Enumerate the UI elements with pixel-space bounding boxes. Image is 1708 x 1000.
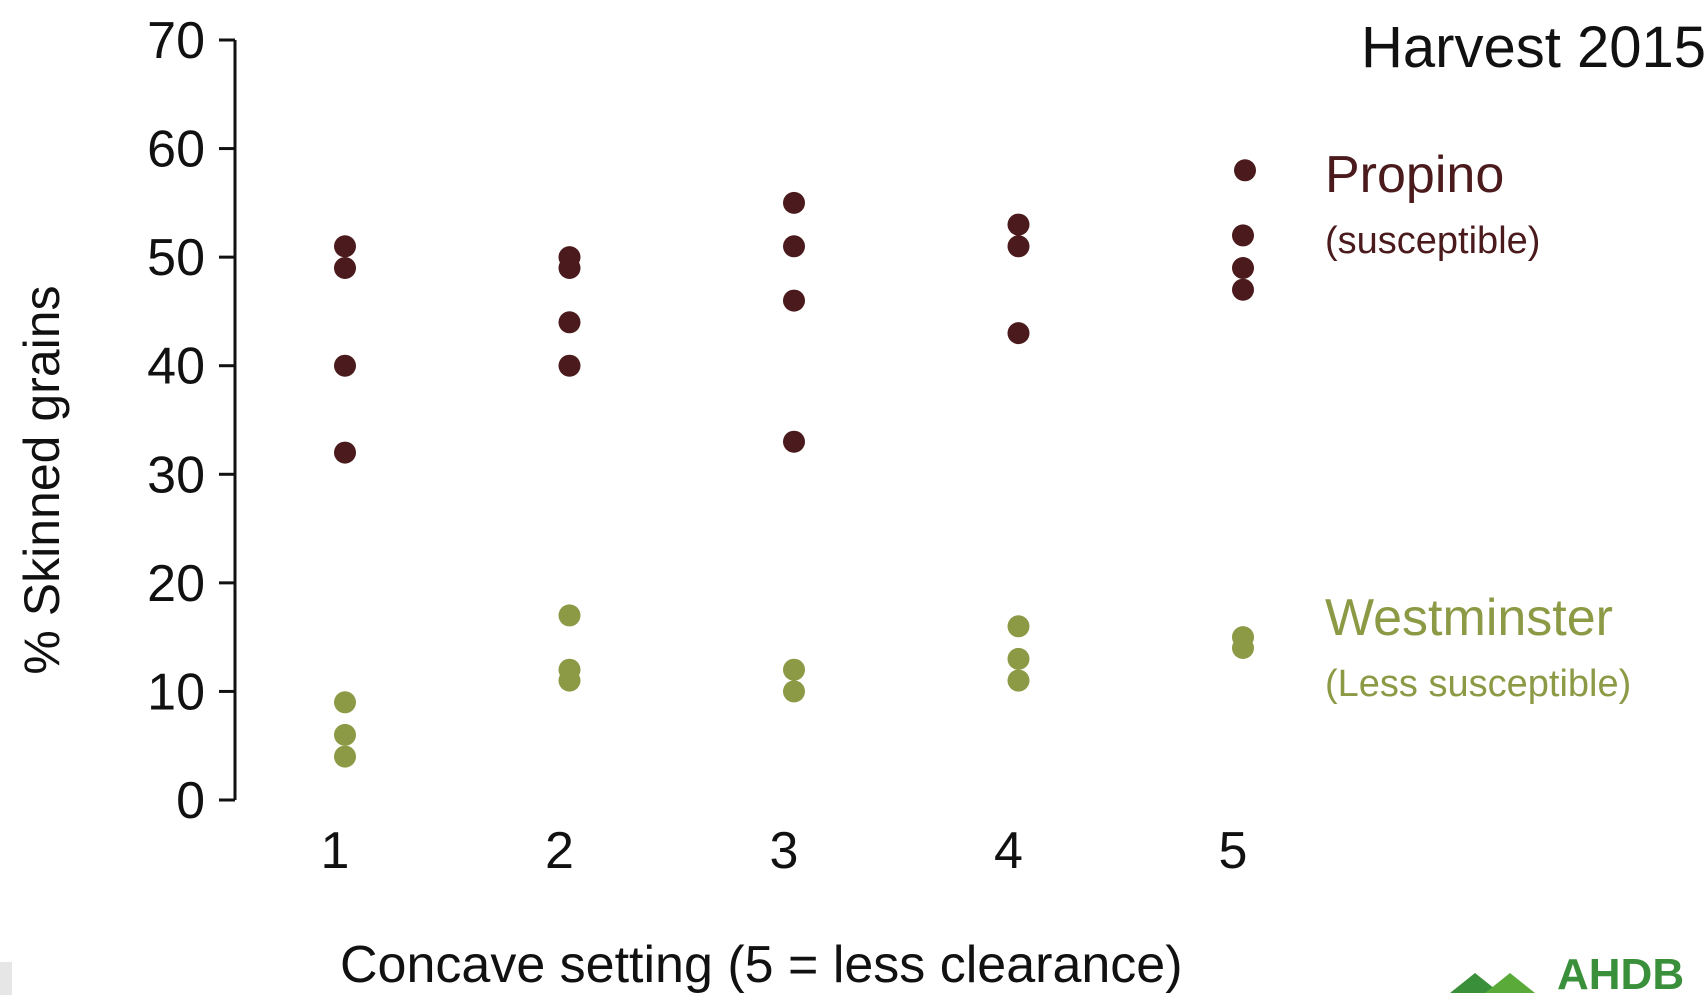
data-point-westminster bbox=[1232, 637, 1254, 659]
data-point-propino bbox=[334, 354, 356, 377]
legend-markers bbox=[1234, 159, 1256, 182]
x-tick-label: 3 bbox=[770, 822, 799, 880]
legend-marker-propino bbox=[1234, 159, 1256, 182]
y-tick-label: 50 bbox=[147, 229, 205, 287]
ahdb-logo-icon bbox=[1450, 973, 1535, 993]
x-tick-label: 5 bbox=[1219, 822, 1248, 880]
data-point-westminster bbox=[334, 723, 356, 746]
data-point-propino bbox=[334, 441, 356, 464]
data-point-westminster bbox=[334, 745, 356, 768]
y-tick-label: 60 bbox=[147, 121, 205, 179]
data-point-propino bbox=[334, 257, 356, 279]
x-axis-label: Concave setting (5 = less clearance) bbox=[340, 936, 1183, 994]
data-point-propino bbox=[783, 235, 805, 258]
y-tick-label: 70 bbox=[147, 12, 205, 70]
data-point-propino bbox=[558, 354, 581, 377]
data-point-westminster bbox=[558, 669, 581, 692]
data-point-westminster bbox=[1007, 615, 1030, 638]
data-point-westminster bbox=[1007, 647, 1030, 670]
data-point-propino bbox=[1232, 278, 1254, 301]
data-point-propino bbox=[783, 430, 805, 453]
data-point-propino bbox=[334, 235, 356, 258]
data-points bbox=[334, 191, 1254, 768]
data-point-westminster bbox=[334, 691, 356, 714]
data-point-propino bbox=[783, 191, 805, 214]
data-point-propino bbox=[558, 311, 581, 334]
data-point-westminster bbox=[1007, 669, 1030, 692]
data-point-westminster bbox=[783, 658, 805, 681]
y-tick-label: 10 bbox=[147, 663, 205, 721]
data-point-propino bbox=[1232, 257, 1254, 279]
x-tick-label: 4 bbox=[994, 822, 1023, 880]
y-axis-label: % Skinned grains bbox=[14, 285, 70, 675]
data-point-propino bbox=[1007, 213, 1030, 236]
legend-note-westminster: (Less susceptible) bbox=[1325, 663, 1632, 705]
y-tick-label: 0 bbox=[176, 772, 205, 830]
data-point-propino bbox=[1232, 224, 1254, 247]
legend-note-propino: (susceptible) bbox=[1325, 220, 1541, 262]
y-tick-label: 30 bbox=[147, 446, 205, 504]
data-point-westminster bbox=[558, 604, 581, 627]
logo-text: AHDB bbox=[1557, 950, 1685, 999]
left-edge-mark bbox=[0, 962, 12, 995]
data-point-propino bbox=[1007, 235, 1030, 258]
data-point-propino bbox=[1007, 322, 1030, 345]
legend-label-westminster: Westminster bbox=[1325, 589, 1613, 647]
x-tick-label: 2 bbox=[545, 822, 574, 880]
legend-label-propino: Propino bbox=[1325, 146, 1505, 204]
data-point-propino bbox=[558, 257, 581, 279]
y-tick-label: 20 bbox=[147, 555, 205, 613]
chart-title: Harvest 2015 bbox=[1361, 15, 1706, 80]
axes: 0 10 20 30 40 50 60 70 1 2 3 4 5 bbox=[147, 12, 1247, 880]
data-point-propino bbox=[783, 289, 805, 312]
y-tick-label: 40 bbox=[147, 338, 205, 396]
data-point-westminster bbox=[783, 680, 805, 703]
x-tick-label: 1 bbox=[321, 822, 350, 880]
